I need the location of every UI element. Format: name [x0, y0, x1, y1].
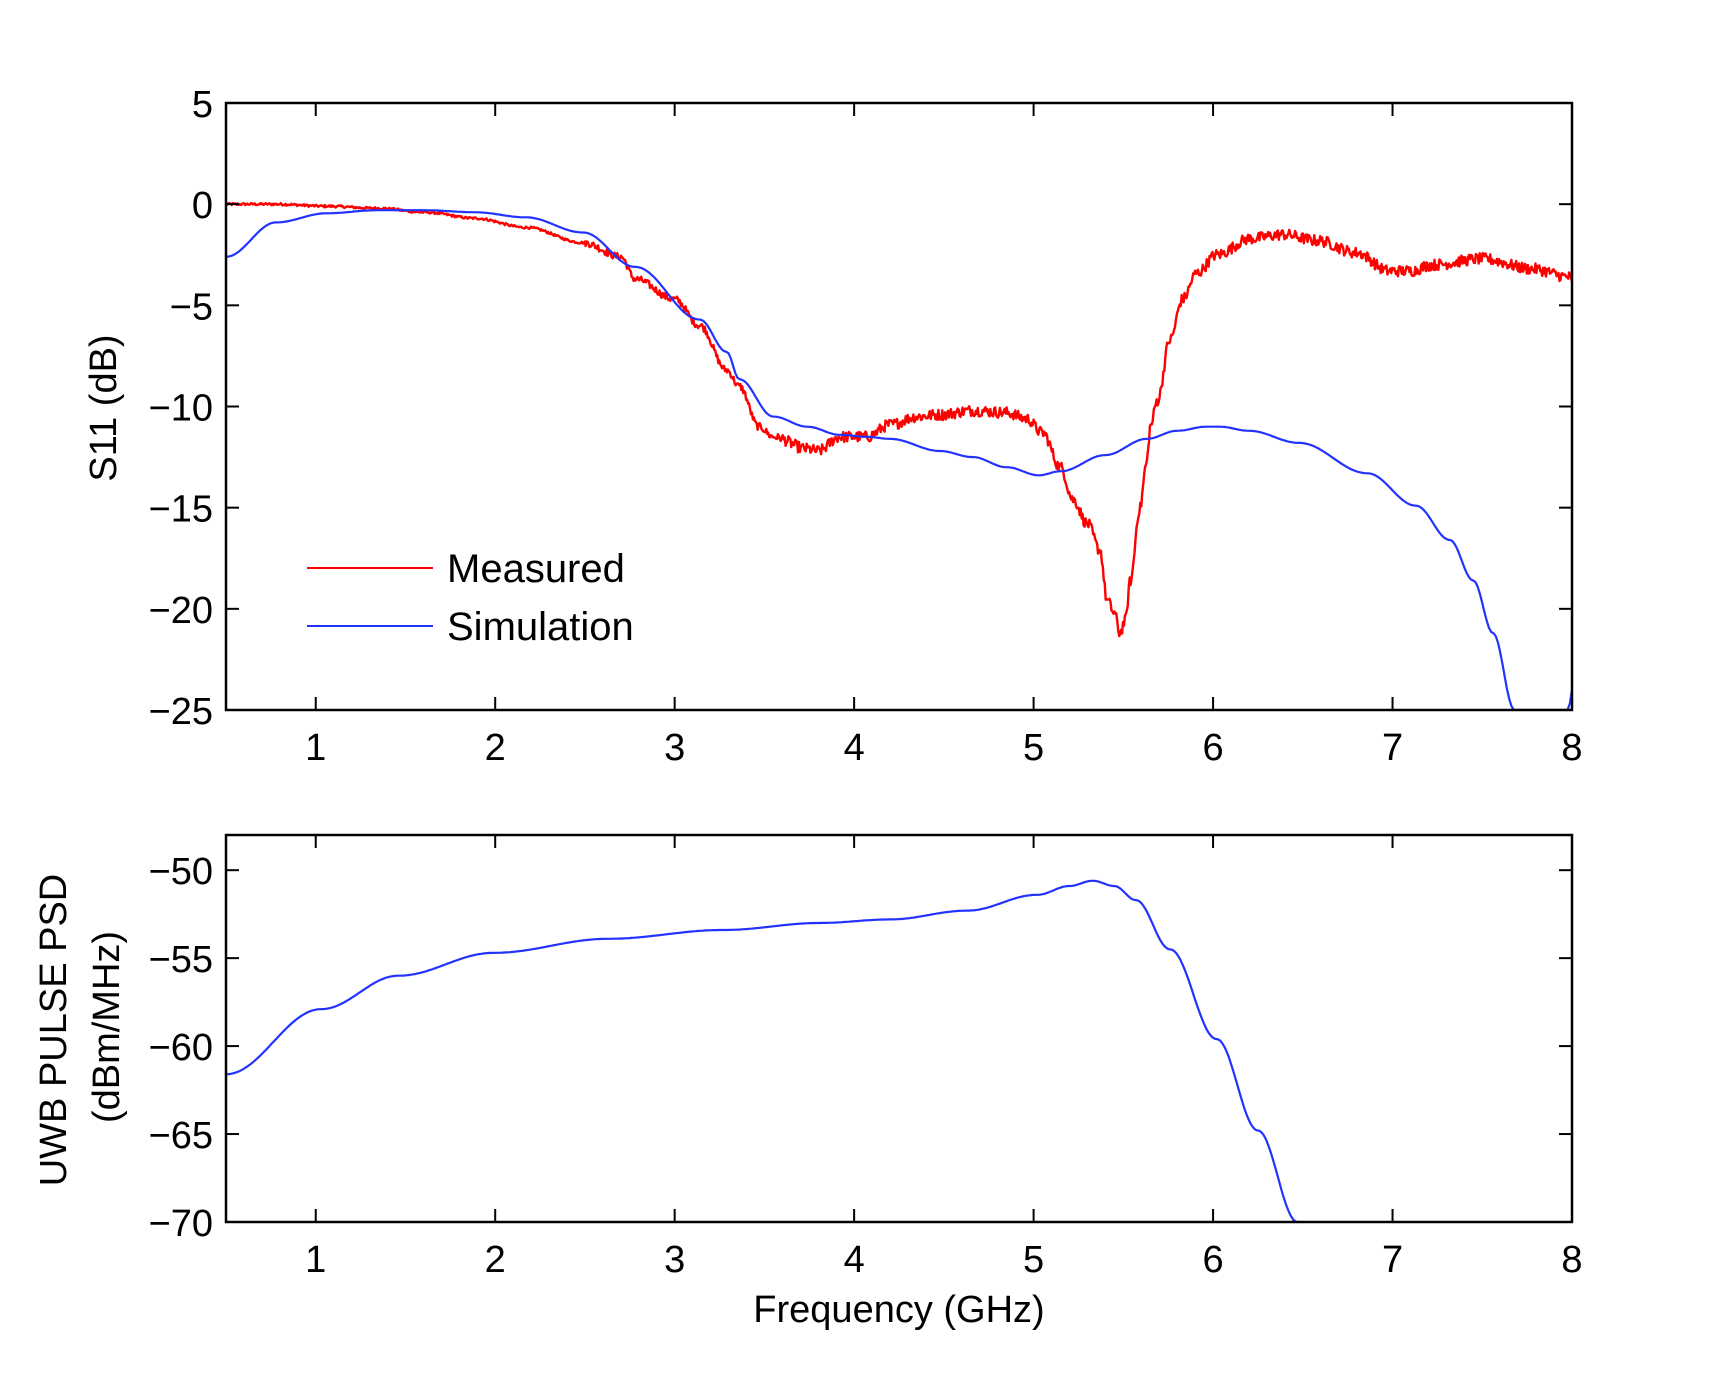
s11-x-tick-label: 2: [485, 727, 506, 769]
s11-y-tick-label: −15: [149, 489, 213, 531]
s11-y-tick-label: −20: [149, 590, 213, 632]
s11-x-tick-label: 4: [844, 727, 865, 769]
psd-series-group: [226, 879, 1298, 1222]
psd-plot-frame: [224, 833, 1574, 1224]
psd-y-axis-label-line2: (dBm/MHz): [86, 931, 128, 1123]
s11-x-tick-label: 6: [1202, 727, 1223, 769]
psd-x-tick-label: 5: [1023, 1239, 1044, 1281]
s11-x-tick-label: 5: [1023, 727, 1044, 769]
series-line-simulation: [226, 209, 1572, 710]
legend-measured-label: Measured: [447, 547, 625, 591]
s11-ticks: [226, 102, 1573, 711]
s11-y-axis-label: S11 (dB): [83, 334, 125, 481]
psd-y-tick-label: −60: [149, 1027, 213, 1069]
s11-x-tick-label: 7: [1382, 727, 1403, 769]
s11-x-tick-label: 3: [664, 727, 685, 769]
series-line-uwb-pulse-psd: [226, 879, 1298, 1222]
series-line-measured: [226, 201, 1572, 638]
psd-x-tick-label: 8: [1561, 1239, 1582, 1281]
psd-ticks: [226, 835, 1573, 1223]
psd-x-tick-labels: 1 2 3 4 5 6 7 8: [305, 1239, 1582, 1281]
legend: Measured Simulation: [307, 547, 634, 649]
s11-x-tick-label: 1: [305, 727, 326, 769]
psd-x-tick-label: 6: [1202, 1239, 1223, 1281]
psd-y-tick-label: −70: [149, 1203, 213, 1245]
psd-y-tick-label: −55: [149, 939, 213, 981]
psd-x-tick-label: 7: [1382, 1239, 1403, 1281]
s11-y-tick-label: 5: [192, 84, 213, 126]
psd-x-tick-label: 4: [844, 1239, 865, 1281]
x-axis-label: Frequency (GHz): [753, 1289, 1044, 1331]
psd-y-tick-label: −50: [149, 851, 213, 893]
psd-y-axis-label-line1: UWB PULSE PSD: [33, 874, 75, 1187]
s11-y-tick-label: −25: [149, 691, 213, 733]
psd-x-tick-label: 2: [485, 1239, 506, 1281]
psd-y-tick-labels: −50 −55 −60 −65 −70: [149, 851, 213, 1245]
s11-y-tick-label: 0: [192, 185, 213, 227]
psd-y-tick-label: −65: [149, 1115, 213, 1157]
s11-x-tick-labels: 1 2 3 4 5 6 7 8: [305, 727, 1582, 769]
s11-series-group: [226, 201, 1572, 710]
s11-plot: 1 2 3 4 5 6 7 8 5 0 −5 −10 −15 −20 −25 S11 (dB) Measu…: [83, 84, 1583, 769]
s11-y-tick-label: −5: [170, 286, 213, 328]
s11-y-tick-label: −10: [149, 388, 213, 430]
s11-x-tick-label: 8: [1561, 727, 1582, 769]
psd-plot: 1 2 3 4 5 6 7 8 −50 −55 −60 −65 −70 UWB PULSE PSD (…: [33, 833, 1583, 1331]
s11-y-tick-labels: 5 0 −5 −10 −15 −20 −25: [149, 84, 213, 733]
psd-x-tick-label: 3: [664, 1239, 685, 1281]
legend-simulation-label: Simulation: [447, 605, 634, 649]
psd-x-tick-label: 1: [305, 1239, 326, 1281]
